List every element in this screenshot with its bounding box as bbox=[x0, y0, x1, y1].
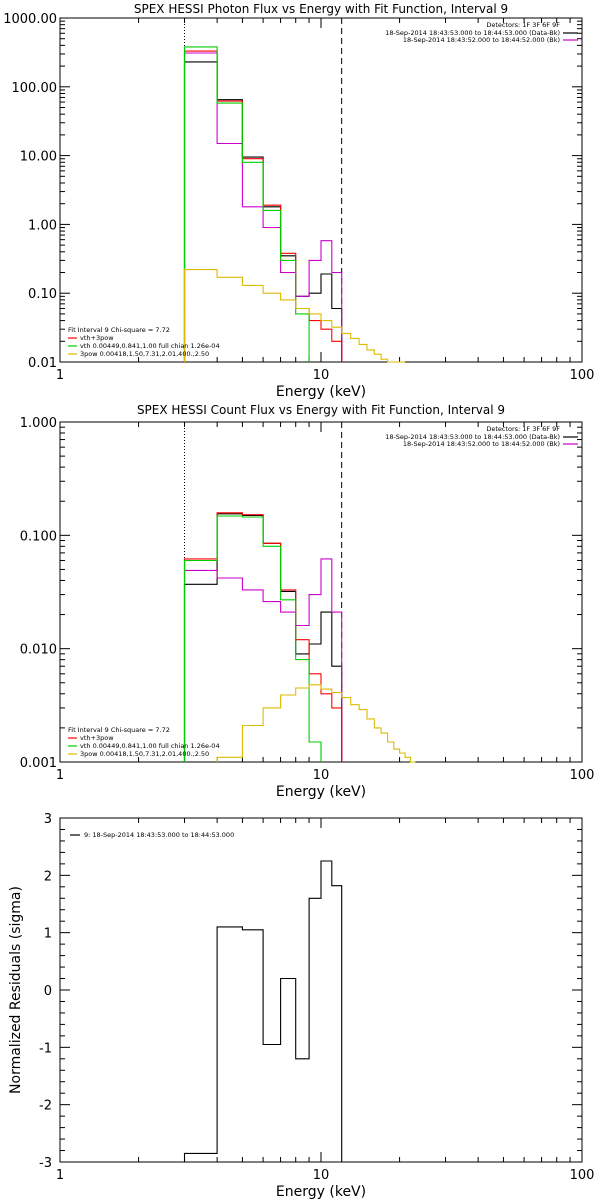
y-tick-label: -1 bbox=[39, 1041, 52, 1056]
x-axis-label: Energy (keV) bbox=[276, 1184, 366, 1200]
y-tick-label: 2 bbox=[44, 869, 52, 884]
x-axis: 1 10 100 Energy (keV) bbox=[56, 818, 595, 1200]
series-line bbox=[183, 512, 343, 762]
legend-entry: vth+3pow bbox=[80, 734, 114, 742]
y-tick-label: 3 bbox=[44, 812, 52, 827]
y-tick-label: 10.00 bbox=[20, 150, 57, 165]
y-tick-label: 1 bbox=[44, 927, 52, 942]
legend-header: Fit Interval 9 Chi-square = 7.72 bbox=[68, 726, 170, 734]
y-axis-label: Normalized Residuals (sigma) bbox=[8, 886, 24, 1094]
x-tick-label: 10 bbox=[313, 368, 330, 383]
series-line bbox=[216, 684, 416, 763]
x-tick-label: 1 bbox=[56, 1168, 64, 1183]
series-5 bbox=[216, 684, 416, 763]
series-1 bbox=[183, 513, 343, 762]
y-axis: 0.01 0.10 1.00 10.00 100.00 1000.00 bbox=[3, 12, 582, 371]
series-line bbox=[183, 52, 343, 362]
series-3 bbox=[183, 50, 343, 362]
x-axis-label: Energy (keV) bbox=[276, 384, 366, 400]
series-line bbox=[183, 46, 310, 362]
legend-header: Detectors: 1F 3F 6F 9F bbox=[486, 425, 560, 433]
y-tick-label: 100.00 bbox=[12, 81, 58, 96]
y-tick-label: -2 bbox=[39, 1099, 52, 1114]
legend-entry: 18-Sep-2014 18:43:52.000 to 18:44:52.000… bbox=[403, 440, 560, 448]
legend-entry: vth 0.00449,0.841,1.00 full chian 1.26e-… bbox=[80, 342, 220, 350]
legend-header: Fit Interval 9 Chi-square = 7.72 bbox=[68, 326, 170, 334]
y-tick-label: 0.01 bbox=[28, 356, 57, 371]
legend-entry: 9: 18-Sep-2014 18:43:53.000 to 18:44:53.… bbox=[84, 831, 234, 839]
legend-bottom-left: Fit Interval 9 Chi-square = 7.72vth+3pow… bbox=[68, 326, 220, 358]
legend-entry: vth 0.00449,0.841,1.00 full chian 1.26e-… bbox=[80, 742, 220, 750]
y-axis: -3 -2 -1 0 1 2 3 Normalized Residuals (sigma) bbox=[8, 812, 582, 1171]
x-tick-label: 1 bbox=[56, 768, 64, 783]
series-4 bbox=[183, 515, 322, 762]
legend-entry: 3pow 0.00418,1.50,7.31,2.01,400.,2.50 bbox=[80, 750, 209, 758]
legend-entry: vth+3pow bbox=[80, 334, 114, 342]
legend-bottom-left: Fit Interval 9 Chi-square = 7.72vth+3pow… bbox=[68, 726, 220, 758]
y-tick-label: 0 bbox=[44, 984, 52, 999]
legend-entry: 18-Sep-2014 18:43:52.000 to 18:44:52.000… bbox=[403, 36, 560, 44]
series-line bbox=[183, 513, 343, 762]
chart-title: SPEX HESSI Count Flux vs Energy with Fit… bbox=[137, 403, 505, 417]
y-tick-label: 1.000 bbox=[20, 416, 57, 431]
y-tick-label: 0.100 bbox=[20, 529, 57, 544]
y-tick-label: 1000.00 bbox=[3, 12, 57, 27]
series-5 bbox=[183, 269, 406, 363]
x-tick-label: 1 bbox=[56, 368, 64, 383]
y-tick-label: -3 bbox=[39, 1156, 52, 1171]
y-axis: 0.001 0.010 0.100 1.000 bbox=[20, 416, 582, 771]
x-tick-label: 10 bbox=[313, 1168, 330, 1183]
x-tick-label: 100 bbox=[570, 368, 595, 383]
series-2 bbox=[183, 52, 343, 362]
x-tick-label: 10 bbox=[313, 768, 330, 783]
series-line bbox=[183, 558, 343, 762]
series-line bbox=[183, 269, 406, 363]
series-3 bbox=[183, 512, 343, 762]
x-tick-label: 100 bbox=[570, 1168, 595, 1183]
series-line bbox=[183, 860, 343, 1162]
panel-3: 1 10 100 Energy (keV) -3 -2 -1 0 1 2 3 Normalized R… bbox=[8, 812, 594, 1200]
series-4 bbox=[183, 46, 310, 362]
y-tick-label: 0.001 bbox=[20, 756, 57, 771]
y-tick-label: 1.00 bbox=[28, 218, 57, 233]
x-axis-label: Energy (keV) bbox=[276, 784, 366, 800]
chart-title: SPEX HESSI Photon Flux vs Energy with Fi… bbox=[134, 2, 508, 16]
series-line bbox=[183, 61, 343, 362]
x-axis: 1 10 100 Energy (keV) bbox=[56, 18, 595, 400]
legend-top-left: 9: 18-Sep-2014 18:43:53.000 to 18:44:53.… bbox=[70, 831, 234, 839]
series-1 bbox=[183, 860, 343, 1162]
series-line bbox=[183, 515, 322, 762]
legend-header: Detectors: 1F 3F 6F 9F bbox=[486, 21, 560, 29]
x-axis: 1 10 100 Energy (keV) bbox=[56, 422, 595, 800]
series-2 bbox=[183, 558, 343, 762]
panel-2: SPEX HESSI Count Flux vs Energy with Fit… bbox=[20, 403, 595, 800]
y-tick-label: 0.010 bbox=[20, 643, 57, 658]
series-1 bbox=[183, 61, 343, 362]
series-line bbox=[183, 50, 343, 362]
axes-frame bbox=[59, 17, 583, 363]
legend-entry: 3pow 0.00418,1.50,7.31,2.01,400.,2.50 bbox=[80, 350, 209, 358]
y-tick-label: 0.10 bbox=[28, 287, 57, 302]
legend-entry: 18-Sep-2014 18:43:53.000 to 18:44:53.000… bbox=[385, 29, 560, 37]
legend-entry: 18-Sep-2014 18:43:53.000 to 18:44:53.000… bbox=[385, 433, 560, 441]
panel-1: SPEX HESSI Photon Flux vs Energy with Fi… bbox=[3, 2, 594, 400]
x-tick-label: 100 bbox=[570, 768, 595, 783]
